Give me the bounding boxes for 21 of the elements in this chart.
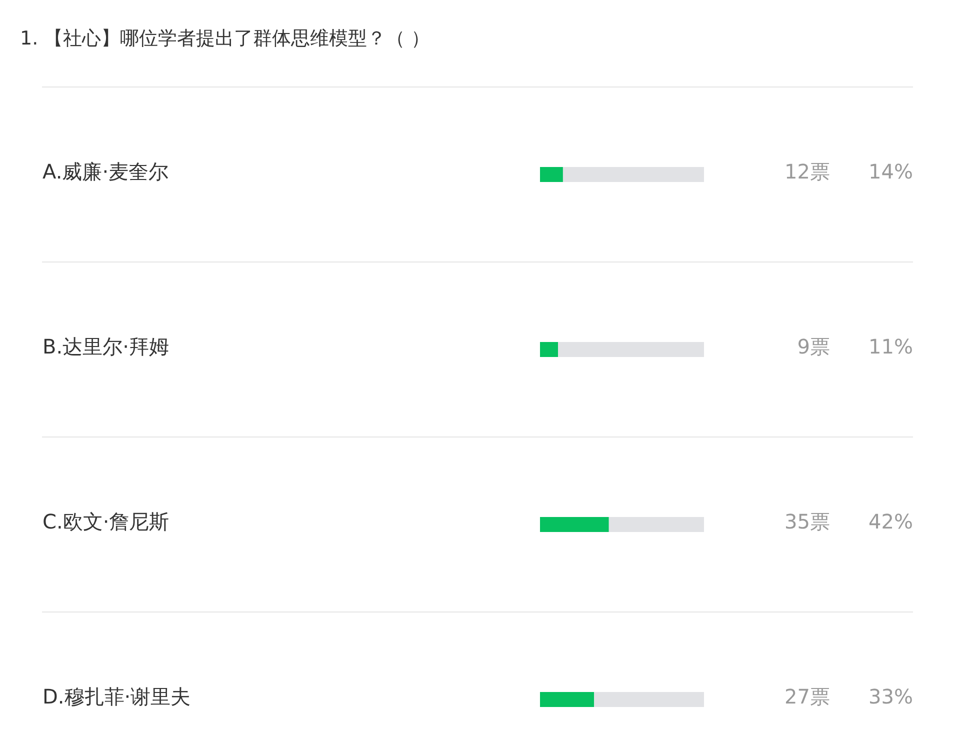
bar <box>540 167 563 182</box>
bar <box>540 342 558 357</box>
y-tick-label: D.穆扎菲·谢里夫 <box>42 684 191 708</box>
text: 9票 <box>797 334 830 358</box>
data-label: 11% <box>868 334 913 358</box>
data-label: 14% <box>868 160 913 184</box>
bar <box>608 517 704 532</box>
data-label: 42% <box>868 510 913 534</box>
bar <box>594 692 704 707</box>
bar <box>558 342 704 357</box>
text: 12票 <box>784 160 830 184</box>
y-tick-label: C.欧文·詹尼斯 <box>42 510 170 534</box>
y-tick-label: B.达里尔·拜姆 <box>42 334 169 358</box>
text: 27票 <box>784 684 830 708</box>
data-label: 33% <box>868 684 913 708</box>
text: 35票 <box>784 510 830 534</box>
bar <box>562 167 704 182</box>
y-tick-label: A.威廉·麦奎尔 <box>42 160 169 184</box>
text: 1. 【社心】哪位学者提出了群体思维模型？（ ） <box>20 28 430 50</box>
bar <box>540 517 609 532</box>
bar <box>540 692 594 707</box>
